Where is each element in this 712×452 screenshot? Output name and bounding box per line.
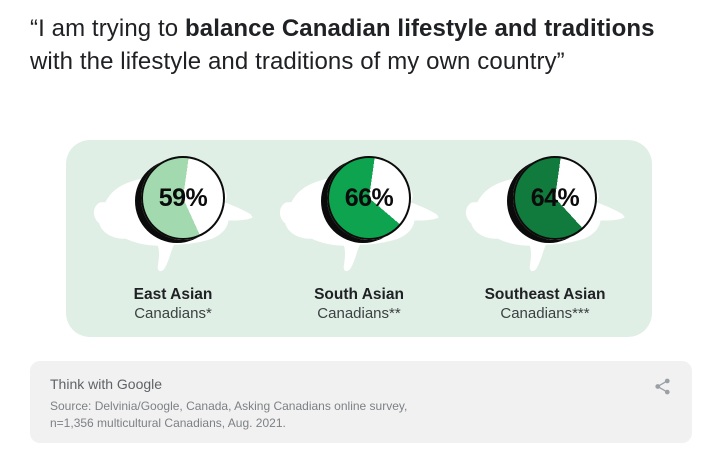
title-bold: balance Canadian lifestyle and tradition…: [184, 15, 655, 42]
pie-chart-group: 64% Southeast Asian Canadians***: [452, 140, 638, 337]
category-label-line2: Canadians**: [317, 305, 401, 322]
title-tail: with the lifestyle and traditions of my …: [30, 48, 565, 75]
attribution-footer: Think with Google Source: Delvinia/Googl…: [30, 361, 692, 443]
share-button[interactable]: [650, 374, 674, 398]
pie-chart: 59%: [141, 156, 225, 240]
source-line-1: Source: Delvinia/Google, Canada, Asking …: [50, 399, 408, 413]
pie-value-label: 59%: [158, 183, 208, 212]
category-label-line1: South Asian: [314, 286, 404, 303]
category-label-line1: East Asian: [133, 286, 213, 303]
brand-label: Think with Google: [50, 376, 163, 392]
category-label-line1: Southeast Asian: [484, 286, 606, 303]
category-label-line2: Canadians*: [134, 305, 212, 322]
pie-chart-group: 59% East Asian Canadians*: [80, 140, 266, 337]
category-label: East Asian Canadians*: [80, 285, 266, 323]
pie-value-label: 66%: [344, 183, 394, 212]
chart-panel: 59% East Asian Canadians* 66% South Asia…: [66, 140, 652, 337]
category-label: Southeast Asian Canadians***: [452, 285, 638, 323]
title-lead: “I am trying to: [30, 15, 185, 42]
page-title: “I am trying to balance Canadian lifesty…: [30, 12, 690, 78]
source-line-2: n=1,356 multicultural Canadians, Aug. 20…: [50, 415, 286, 430]
category-label-line2: Canadians***: [500, 305, 590, 322]
pie-value-label: 64%: [530, 183, 580, 212]
share-icon: [654, 378, 670, 394]
pie-chart-group: 66% South Asian Canadians**: [266, 140, 452, 337]
category-label: South Asian Canadians**: [266, 285, 452, 323]
pie-chart: 64%: [513, 156, 597, 240]
pie-chart: 66%: [327, 156, 411, 240]
